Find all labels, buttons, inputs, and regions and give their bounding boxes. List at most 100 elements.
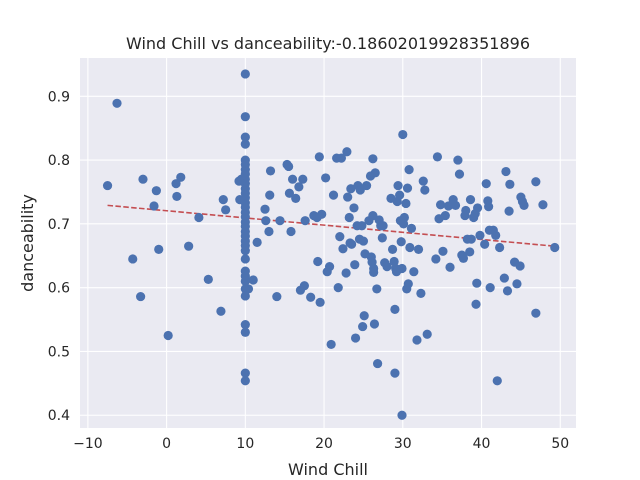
data-point [342,147,352,157]
data-point [389,256,399,267]
data-point [369,319,380,329]
data-point [240,69,250,79]
x-tick-label: 20 [315,436,333,452]
data-point [438,246,448,256]
data-point [240,254,250,264]
data-point [328,190,339,200]
y-tick-label: 0.8 [48,153,70,169]
data-point [401,198,411,209]
data-point [432,152,443,162]
data-point [368,154,378,164]
data-point [435,200,446,210]
y-tick-label: 0.4 [48,408,70,424]
data-point [335,232,345,242]
data-point [172,191,182,202]
data-point [445,262,455,272]
data-point [370,168,380,178]
data-point [382,262,392,272]
x-tick-label: 30 [394,436,412,452]
data-point [240,132,250,142]
data-point [350,260,360,270]
x-tick-label: −10 [73,436,103,452]
data-point [492,376,502,386]
data-point [294,182,304,192]
data-point [358,321,368,332]
data-point [151,186,161,196]
data-point [260,204,270,214]
data-point [418,176,428,186]
data-point [314,152,324,162]
data-point [484,202,494,212]
data-point [480,239,490,249]
data-point [240,320,250,330]
data-point [413,244,424,254]
y-tick-labels: 0.4 0.5 0.6 0.7 0.8 0.9 [48,89,70,424]
data-point [336,153,346,163]
data-point [321,173,331,183]
data-point [154,244,164,254]
data-point [461,205,471,216]
data-point [240,291,250,301]
data-point [315,297,325,307]
data-point [398,129,408,140]
data-point [485,283,495,293]
data-point [347,239,357,249]
data-point [443,201,454,211]
data-point [538,200,548,210]
x-tick-label: 40 [473,436,491,452]
data-point [416,288,426,298]
data-point [298,174,308,184]
data-point [291,193,301,203]
data-point [395,190,405,200]
data-point [171,179,181,189]
data-point [397,263,407,274]
data-point [252,237,262,247]
data-point [350,333,361,343]
data-point [261,216,271,226]
data-point [420,185,430,195]
data-point [475,230,485,240]
data-point [102,180,113,191]
chart-title: Wind Chill vs danceability:-0.1860201992… [126,34,530,53]
y-axis-label: danceability [18,194,37,292]
y-tick-label: 0.5 [48,344,70,360]
data-point [515,261,525,271]
y-tick-label: 0.7 [48,217,70,233]
data-point [240,327,250,337]
data-point [369,267,379,277]
data-point [203,274,213,284]
data-point [359,311,369,321]
data-point [343,192,353,202]
data-point [377,233,387,243]
data-point [531,177,541,187]
data-point [512,279,522,289]
data-point [372,284,382,294]
data-point [397,410,407,420]
data-point [287,174,298,184]
data-point [431,254,441,264]
data-point [248,275,258,285]
x-tick-label: 50 [551,436,569,452]
data-point [399,212,409,223]
data-point [491,230,501,240]
data-point [387,244,398,254]
data-point [243,284,254,294]
data-point [128,254,138,264]
data-point [138,174,148,184]
data-point [495,242,505,253]
x-tick-labels: −10 0 10 20 30 40 50 [73,436,569,452]
data-point [286,226,296,237]
data-point [341,268,351,278]
data-point [184,241,194,251]
data-point [338,244,348,254]
data-point [149,201,159,211]
data-point [481,179,491,189]
data-point [472,278,482,288]
data-point [378,221,388,231]
data-point [240,246,250,256]
data-point [402,183,413,193]
data-point [440,210,450,221]
data-point [357,221,367,231]
data-point [471,299,481,309]
